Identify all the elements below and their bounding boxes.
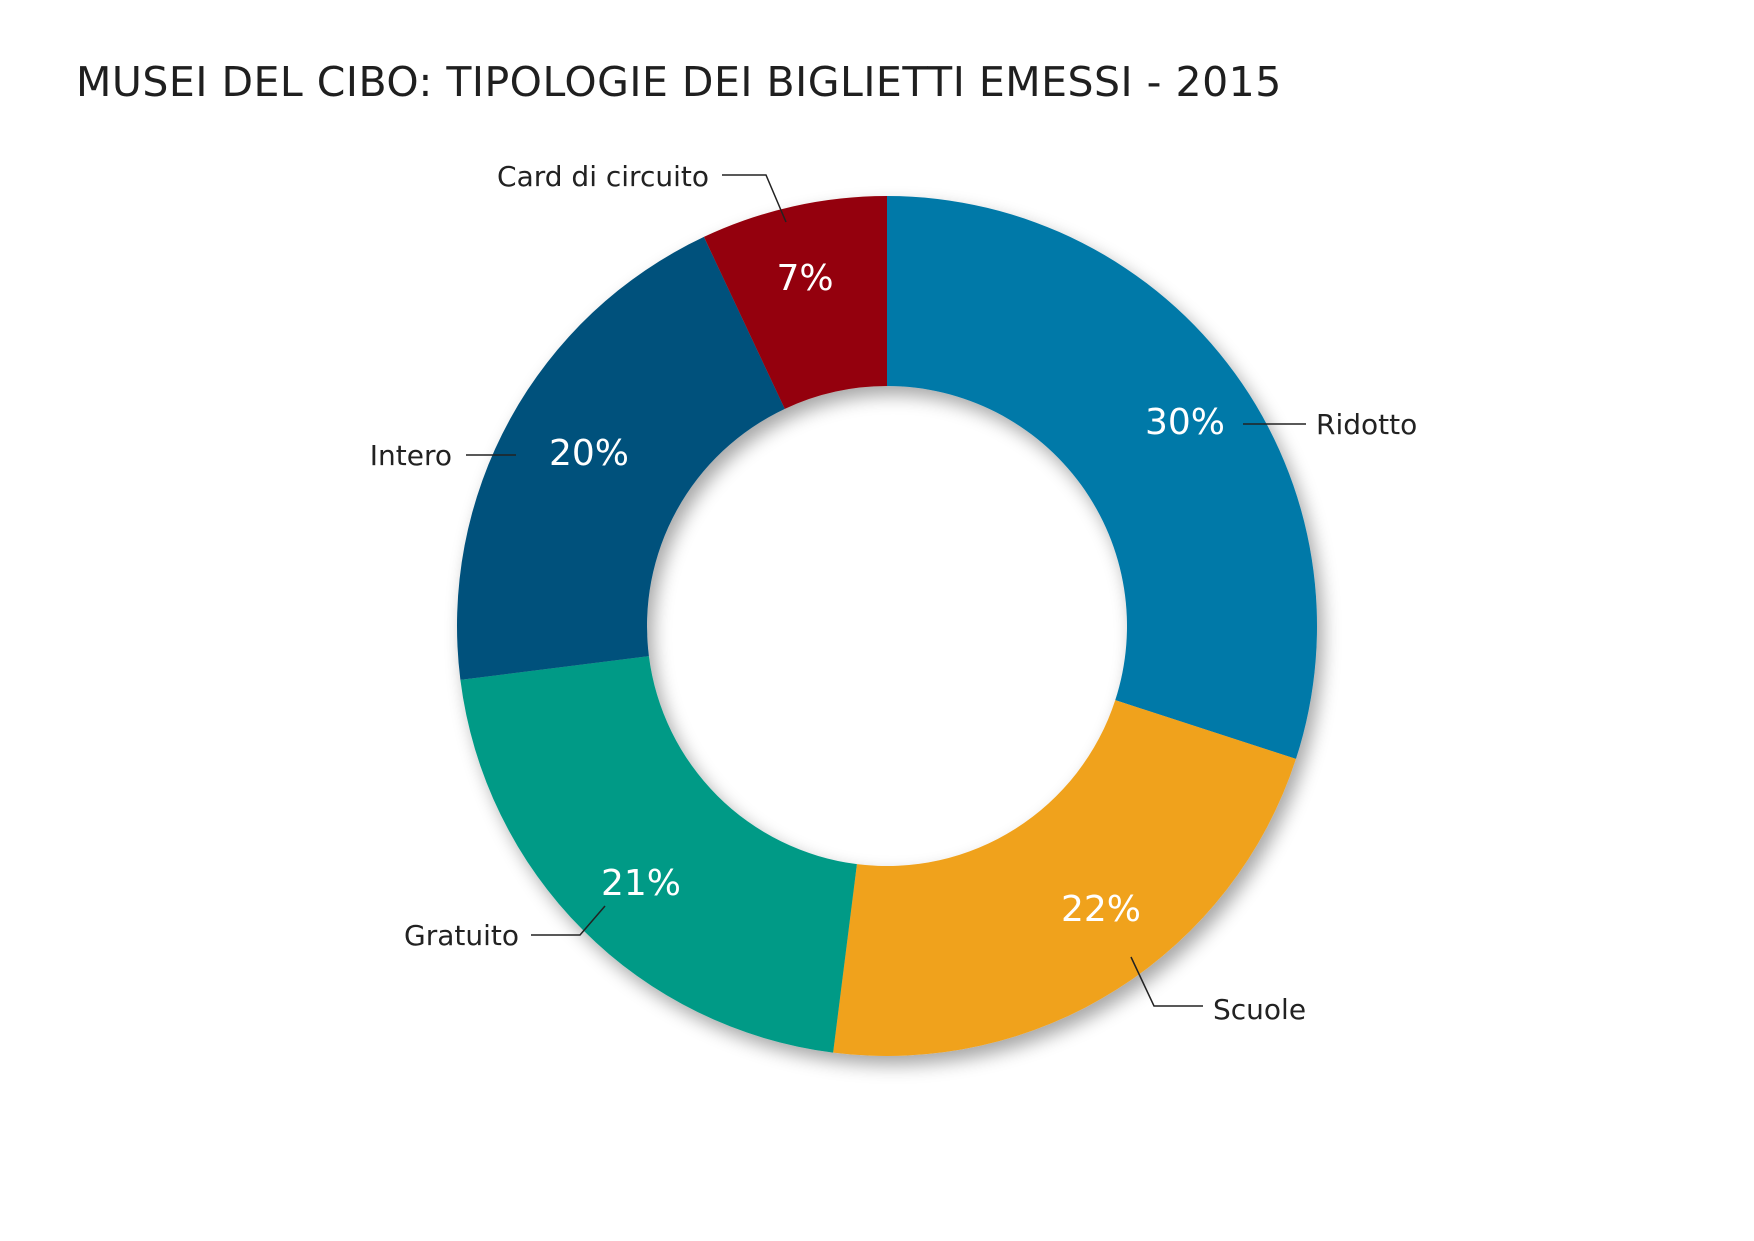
category-label-intero: Intero	[370, 439, 452, 472]
pct-label-gratuito: 21%	[601, 863, 681, 904]
leader-line-card-di-circuito	[722, 174, 787, 223]
slice-card-di-circuito	[703, 196, 887, 409]
donut-slices	[457, 196, 1317, 1056]
percentage-labels: 30% 22% 21% 20% 7%	[549, 258, 1225, 930]
leader-lines	[466, 174, 1306, 1007]
pct-label-card-di-circuito: 7%	[776, 258, 833, 299]
pct-label-intero: 20%	[549, 433, 629, 474]
category-label-ridotto: Ridotto	[1316, 408, 1417, 441]
category-label-gratuito: Gratuito	[404, 919, 519, 952]
pct-label-ridotto: 30%	[1145, 402, 1225, 443]
category-labels: Ridotto Scuole Gratuito Intero Card di circu…	[370, 160, 1417, 1026]
slice-scuole	[833, 700, 1296, 1056]
slice-ridotto	[887, 196, 1317, 759]
leader-line-gratuito	[531, 905, 606, 936]
slice-gratuito	[460, 656, 857, 1053]
chart-title: MUSEI DEL CIBO: TIPOLOGIE DEI BIGLIETTI …	[76, 58, 1282, 106]
slice-intero	[457, 236, 785, 680]
category-label-card-di-circuito: Card di circuito	[497, 160, 709, 193]
pct-label-scuole: 22%	[1061, 889, 1141, 930]
category-label-scuole: Scuole	[1213, 993, 1306, 1026]
leader-line-scuole	[1130, 956, 1203, 1007]
